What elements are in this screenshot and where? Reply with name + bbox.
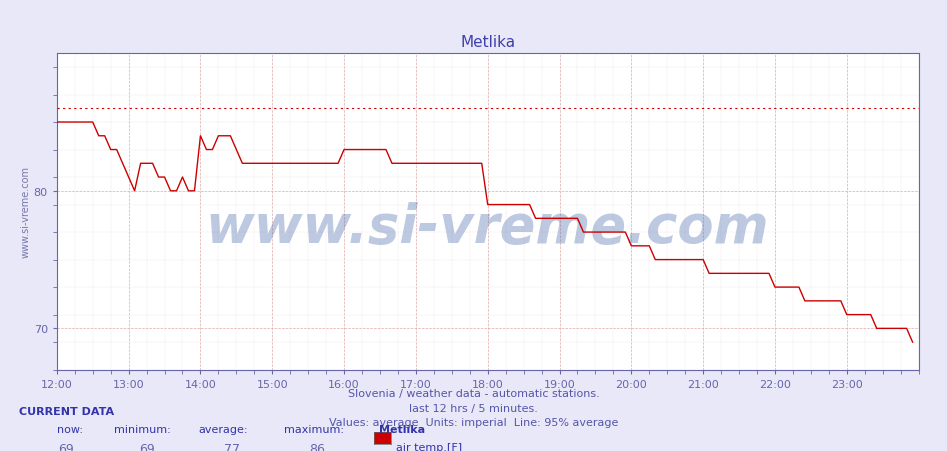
Text: maximum:: maximum:	[284, 424, 344, 434]
Text: average:: average:	[199, 424, 248, 434]
Text: Slovenia / weather data - automatic stations.
last 12 hrs / 5 minutes.
Values: a: Slovenia / weather data - automatic stat…	[329, 388, 618, 428]
Text: 86: 86	[310, 442, 325, 451]
Text: now:: now:	[57, 424, 82, 434]
Text: CURRENT DATA: CURRENT DATA	[19, 406, 114, 416]
Text: 69: 69	[139, 442, 154, 451]
Text: Metlika: Metlika	[379, 424, 425, 434]
Title: Metlika: Metlika	[460, 35, 515, 50]
Text: 69: 69	[59, 442, 74, 451]
Text: 77: 77	[224, 442, 240, 451]
Text: www.si-vreme.com: www.si-vreme.com	[205, 202, 770, 254]
Y-axis label: www.si-vreme.com: www.si-vreme.com	[21, 166, 31, 258]
Text: air temp.[F]: air temp.[F]	[396, 442, 462, 451]
Text: minimum:: minimum:	[114, 424, 170, 434]
